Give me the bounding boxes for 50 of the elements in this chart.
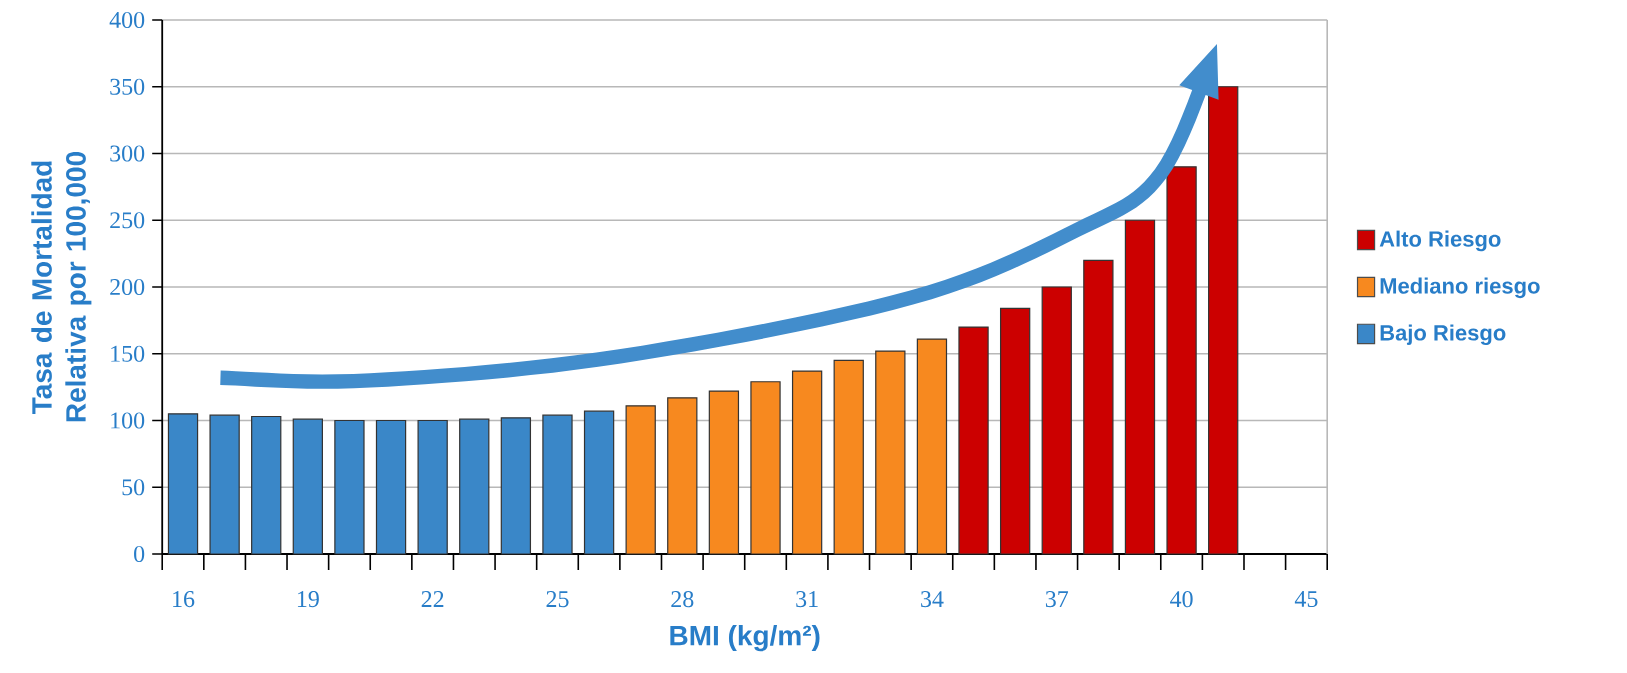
x-tick-label: 34	[921, 591, 944, 608]
bar	[1041, 286, 1072, 555]
bar	[334, 419, 365, 555]
bar	[1083, 259, 1114, 555]
x-tick-label: 25	[546, 591, 569, 608]
bar	[833, 359, 864, 555]
bar	[500, 417, 532, 555]
bar	[1166, 166, 1197, 555]
legend-label: Bajo Riesgo	[1380, 324, 1506, 346]
x-tick-label: 16	[173, 591, 195, 608]
y-tick-label: 0	[134, 545, 145, 563]
bar	[999, 307, 1031, 555]
x-tick-label: 45	[1294, 591, 1318, 608]
bar	[375, 419, 407, 555]
y-axis-title: Tasa de Mortalidad Relativa por 100,000	[31, 151, 92, 422]
bar	[251, 415, 282, 555]
bar	[625, 405, 656, 555]
y-tick-label: 350	[110, 78, 145, 95]
bar	[292, 418, 323, 555]
y-tick-label: 250	[110, 212, 145, 229]
x-tick-label: 37	[1045, 591, 1069, 608]
legend-label: Alto Riesgo	[1379, 230, 1501, 252]
bar	[1208, 86, 1239, 555]
bar	[542, 414, 573, 555]
bar	[791, 370, 823, 555]
bar	[875, 350, 906, 555]
bar	[167, 413, 199, 555]
bar	[958, 326, 989, 555]
y-tick-label: 400	[109, 11, 145, 29]
legend-label: Mediano riesgo	[1380, 277, 1540, 299]
x-tick-label: 28	[671, 591, 694, 608]
x-tick-label: 22	[421, 591, 444, 607]
y-tick-label: 300	[110, 145, 145, 162]
x-tick-label: 19	[297, 591, 319, 608]
bar	[667, 397, 698, 555]
y-tick-label: 100	[111, 412, 145, 429]
bar	[708, 390, 740, 555]
y-tick-label: 150	[111, 345, 145, 362]
x-tick-label: 40	[1170, 591, 1193, 608]
y-tick-label: 200	[110, 278, 145, 296]
bar	[583, 410, 615, 555]
x-tick-label: 31	[796, 591, 818, 608]
bar	[417, 419, 448, 555]
bar	[750, 381, 781, 555]
bar	[459, 418, 490, 555]
bar	[209, 414, 240, 555]
bar	[1124, 219, 1156, 555]
x-axis-title: BMI (kg/m²)	[670, 624, 820, 652]
bar	[916, 338, 948, 555]
y-tick-label: 50	[122, 479, 145, 496]
